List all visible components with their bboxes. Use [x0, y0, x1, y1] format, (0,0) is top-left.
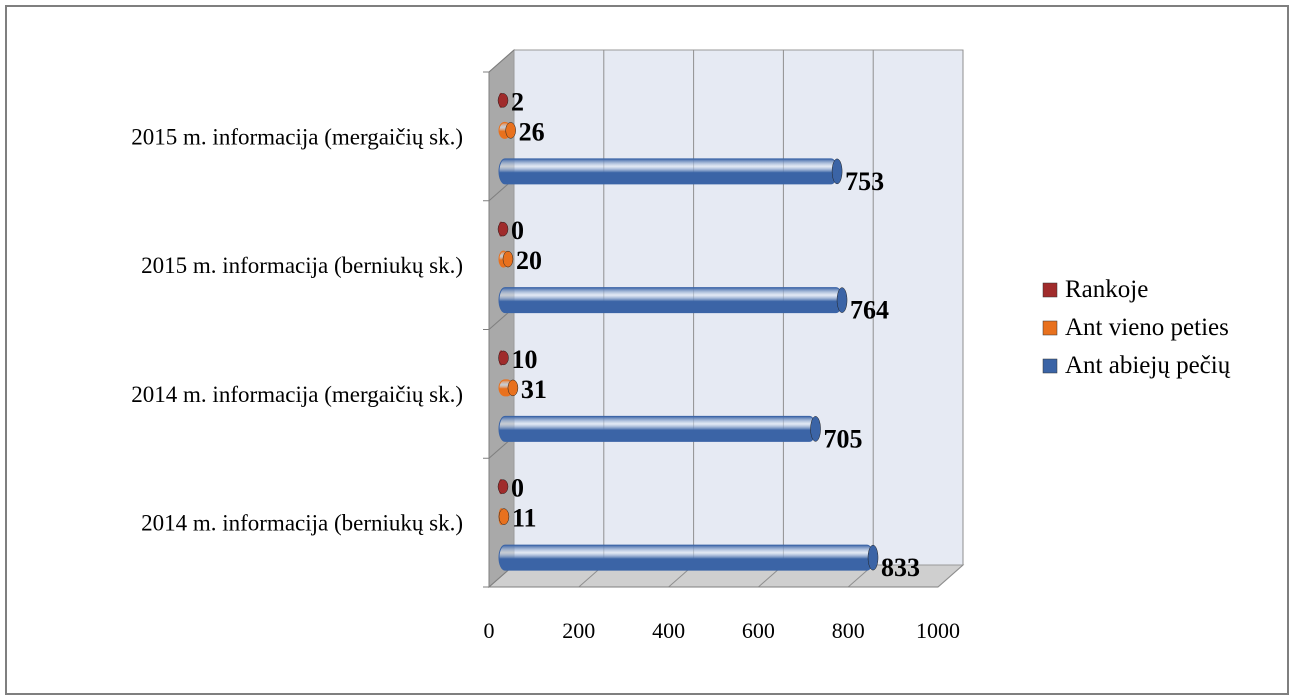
legend-label: Ant vieno peties [1065, 314, 1229, 341]
category-label: 2015 m. informacija (mergaičių sk.) [131, 124, 463, 149]
floor-gridline [937, 564, 964, 588]
bar-cap [867, 544, 879, 571]
x-tick-label: 600 [742, 618, 775, 643]
bar-cap [502, 250, 514, 268]
data-label: 11 [512, 504, 537, 533]
bar-cap [507, 379, 519, 397]
category-label: 2014 m. informacija (berniukų sk.) [141, 511, 463, 536]
bar-cap [497, 93, 509, 108]
bar [498, 158, 838, 185]
bar-cap [810, 416, 821, 442]
x-tick-label: 0 [484, 618, 495, 643]
x-tick-label: 400 [652, 618, 685, 643]
data-label: 764 [850, 296, 889, 325]
y-tick-depth [488, 49, 515, 73]
x-tick-label: 200 [562, 618, 595, 643]
x-tick-label: 800 [832, 618, 865, 643]
x-tick-label: 1000 [916, 618, 960, 643]
data-label: 10 [511, 345, 537, 374]
data-label: 26 [519, 117, 545, 146]
bar [498, 544, 874, 571]
legend-label: Rankoje [1065, 276, 1148, 303]
category-label: 2015 m. informacija (berniukų sk.) [141, 253, 463, 278]
bar [498, 287, 843, 314]
legend-swatch [1042, 320, 1058, 336]
data-label: 705 [824, 424, 863, 453]
data-label: 0 [511, 474, 524, 503]
data-label: 833 [881, 553, 920, 582]
legend-label: Ant abiejų pečių [1065, 352, 1231, 379]
bar-cap [505, 122, 516, 139]
data-label: 2 [511, 87, 524, 116]
data-label: 0 [511, 216, 524, 245]
legend-swatch [1042, 358, 1058, 374]
bar-cap [836, 287, 848, 313]
category-label: 2014 m. informacija (mergaičių sk.) [131, 382, 463, 407]
bar-cap [831, 158, 843, 185]
data-label: 20 [516, 246, 542, 275]
bar-cap [497, 479, 509, 494]
data-label: 31 [521, 375, 547, 404]
data-label: 753 [845, 167, 884, 196]
bar-cap [498, 350, 509, 366]
bar-chart: 0 200 400 600 800 1000 2014 m. informacija (b… [131, 48, 1231, 643]
legend-swatch [1042, 282, 1058, 298]
bar-cap [497, 221, 509, 237]
bar [498, 415, 817, 442]
bar-cap [498, 508, 510, 525]
